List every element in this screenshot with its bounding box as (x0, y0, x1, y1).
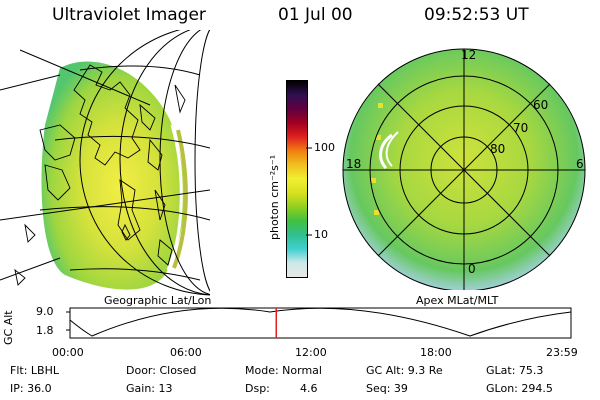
status-ip: IP: 36.0 (10, 382, 52, 395)
color-tick-100: 100 (314, 141, 335, 154)
altitude-curve (69, 307, 572, 337)
orbit-ytick-min: 1.8 (36, 324, 54, 337)
color-scale-bar (286, 80, 308, 278)
lat-label-80: 80 (490, 142, 506, 156)
geographic-image (0, 30, 210, 296)
lat-label-70: 70 (513, 121, 529, 135)
mlt-label-6: 6 (576, 157, 584, 171)
lat-lon-grid (0, 30, 210, 296)
status-door: Door: Closed (126, 364, 197, 377)
auroral-emission (41, 61, 185, 290)
mlt-label-12: 12 (461, 48, 477, 62)
orbit-time-0600: 06:00 (170, 346, 202, 359)
orbit-time-2359: 23:59 (546, 346, 578, 359)
status-glat: GLat: 75.3 (486, 364, 544, 377)
right-panel-caption: Apex MLat/MLT (416, 294, 499, 307)
color-scale-unit: photon cm⁻²s⁻¹ (268, 154, 281, 240)
orbit-altitude-plot (66, 307, 572, 339)
orbit-time-1800: 18:00 (420, 346, 452, 359)
apex-polar-plot (342, 48, 586, 290)
status-glon: GLon: 294.5 (486, 382, 553, 395)
orbit-plot-frame (69, 307, 572, 339)
coastlines (14, 64, 186, 286)
orbit-ytick-max: 9.0 (36, 305, 54, 318)
color-tick-10: 10 (314, 228, 328, 241)
orbit-time-1200: 12:00 (295, 346, 327, 359)
mlt-label-0: 0 (468, 262, 476, 276)
orbit-time-0000: 00:00 (52, 346, 84, 359)
status-dsp-value: 4.6 (300, 382, 318, 395)
instrument-title: Ultraviolet Imager (52, 5, 206, 25)
status-gain: Gain: 13 (126, 382, 173, 395)
left-panel-caption: Geographic Lat/Lon (104, 294, 212, 307)
status-filter: Flt: LBHL (10, 364, 59, 377)
mlt-label-18: 18 (346, 157, 362, 171)
status-gc-alt: GC Alt: 9.3 Re (366, 364, 443, 377)
color-scale-ticks (306, 147, 312, 236)
status-mode: Mode: Normal (245, 364, 322, 377)
status-seq: Seq: 39 (366, 382, 408, 395)
status-dsp-label: Dsp: (245, 382, 270, 395)
image-date: 01 Jul 00 (278, 5, 353, 25)
lat-label-60: 60 (533, 98, 549, 112)
image-time: 09:52:53 UT (424, 5, 529, 25)
